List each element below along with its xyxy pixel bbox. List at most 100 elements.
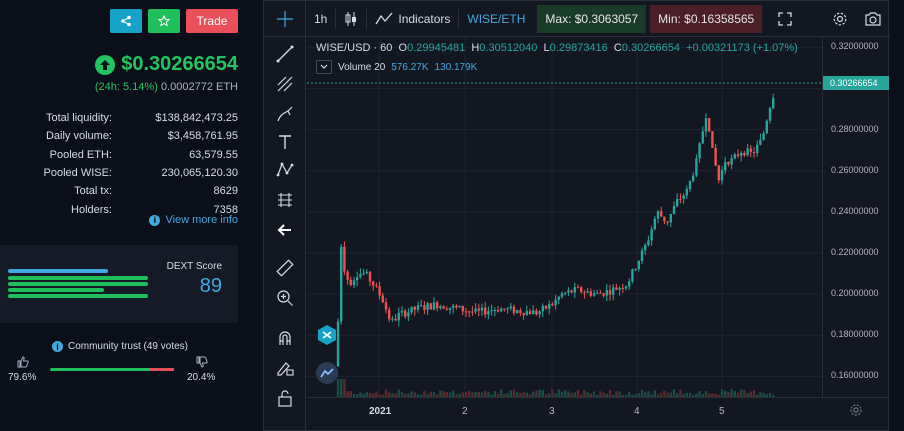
candle-body xyxy=(554,299,557,306)
indicators-button[interactable]: Indicators xyxy=(367,1,458,37)
interval-button[interactable]: 1h xyxy=(314,11,328,26)
candle-body xyxy=(660,211,663,217)
y-tick-label: 0.22000000 xyxy=(831,247,879,257)
back-tool[interactable] xyxy=(274,219,296,241)
volume-bar xyxy=(368,392,372,397)
volume-bar xyxy=(599,391,602,397)
ohlc-change: +0.00321173 (+1.07%) xyxy=(686,42,798,54)
candle-body xyxy=(356,277,359,281)
candle-body xyxy=(442,306,445,309)
candle-body xyxy=(583,292,586,294)
volume-bar xyxy=(480,392,484,397)
share-button[interactable] xyxy=(110,9,142,33)
chevron-down-icon[interactable] xyxy=(316,60,332,74)
measure-tool[interactable] xyxy=(274,189,296,211)
candle-body xyxy=(516,310,519,313)
fib-tool[interactable] xyxy=(274,73,296,95)
lock-drawings-tool[interactable] xyxy=(274,357,296,379)
volume-bar xyxy=(624,394,628,397)
text-tool[interactable] xyxy=(274,131,296,153)
volume-bar xyxy=(445,392,448,397)
price-plot[interactable] xyxy=(307,37,822,397)
candle-body xyxy=(759,139,762,145)
unlock-tool[interactable] xyxy=(274,387,296,409)
volume-bar xyxy=(682,393,685,397)
volume-bar xyxy=(506,393,509,397)
candle-body xyxy=(589,291,592,296)
volume-value-1: 576.27K xyxy=(391,61,429,73)
volume-bar xyxy=(400,391,404,397)
tradingview-logo-icon[interactable] xyxy=(316,362,338,384)
candle-body xyxy=(336,321,340,367)
candle-body xyxy=(484,307,487,315)
candle-body xyxy=(352,280,356,286)
candle-body xyxy=(448,307,452,310)
trading-chart: 1h Indicators WISE/ETH Max: $0.3063057 M… xyxy=(263,0,890,431)
volume-bar xyxy=(493,391,496,397)
volume-bar xyxy=(749,391,752,397)
volume-bar xyxy=(349,390,352,397)
zoom-tool[interactable] xyxy=(274,287,296,309)
volume-bar xyxy=(423,391,426,397)
low-value: 0.29873416 xyxy=(549,42,608,54)
candle-body xyxy=(605,290,608,296)
fullscreen-button[interactable] xyxy=(770,1,800,37)
volume-bar xyxy=(464,391,468,397)
candle-body xyxy=(420,305,423,307)
settings-button[interactable] xyxy=(824,1,856,37)
candle-body xyxy=(634,269,637,271)
pair-toggle[interactable]: WISE/ETH xyxy=(467,11,526,26)
candle-body xyxy=(349,279,352,286)
thumbs-up-icon[interactable] xyxy=(17,356,29,371)
ruler-tool[interactable] xyxy=(274,257,296,279)
brush-tool[interactable] xyxy=(274,103,296,125)
stat-label: Total tx: xyxy=(74,185,112,198)
change-24h: (24h: 5.14%) xyxy=(94,81,158,93)
candle-body xyxy=(509,306,512,309)
candle-body xyxy=(548,304,551,309)
candle-body xyxy=(730,158,733,165)
volume-bar xyxy=(708,393,711,397)
volume-bar xyxy=(352,393,356,397)
candle-body xyxy=(567,290,570,293)
candle-body xyxy=(612,287,615,295)
candle-body xyxy=(711,131,714,148)
candle-body xyxy=(500,308,503,312)
stat-label: Total liquidity: xyxy=(45,112,112,125)
y-tick-label: 0.26000000 xyxy=(831,164,879,175)
candle-body xyxy=(720,170,724,181)
favorite-button[interactable] xyxy=(148,9,180,33)
magnet-tool[interactable] xyxy=(274,327,296,349)
volume-bar xyxy=(381,394,384,397)
stat-row: Pooled WISE: 230,065,120.30 xyxy=(0,164,238,182)
candle-body xyxy=(676,198,679,207)
candle-body xyxy=(765,120,768,134)
thumbs-down-icon[interactable] xyxy=(196,356,208,371)
candle-body xyxy=(413,306,416,310)
candle-body xyxy=(362,273,365,275)
volume-bar xyxy=(426,393,429,397)
trade-button[interactable]: Trade xyxy=(186,9,238,33)
volume-bar xyxy=(528,394,532,397)
pattern-tool[interactable] xyxy=(274,159,296,181)
community-label: Community trust (49 votes) xyxy=(67,341,189,352)
screenshot-button[interactable] xyxy=(856,1,890,37)
price-axis[interactable]: 0.320000000.300000000.280000000.26000000… xyxy=(822,37,889,397)
axis-settings-button[interactable] xyxy=(849,403,863,422)
price-eth: 0.0002772 ETH xyxy=(160,81,238,93)
view-more-link[interactable]: i View more info xyxy=(149,214,238,226)
time-axis[interactable]: 2021 2 3 4 5 xyxy=(307,397,889,431)
x-tick-label: 2021 xyxy=(369,406,392,417)
crosshair-button[interactable] xyxy=(264,0,306,37)
volume-bar xyxy=(570,392,573,397)
candle-body xyxy=(388,309,391,320)
candle-body xyxy=(538,311,541,315)
candle-body xyxy=(519,310,522,314)
candle-body xyxy=(496,310,500,312)
candle-type-button[interactable] xyxy=(336,1,366,37)
stat-label: Daily volume: xyxy=(45,130,112,143)
candle-body xyxy=(410,306,413,313)
trend-line-tool[interactable] xyxy=(274,43,296,65)
candle-body xyxy=(429,303,432,310)
candle-body xyxy=(666,221,669,223)
